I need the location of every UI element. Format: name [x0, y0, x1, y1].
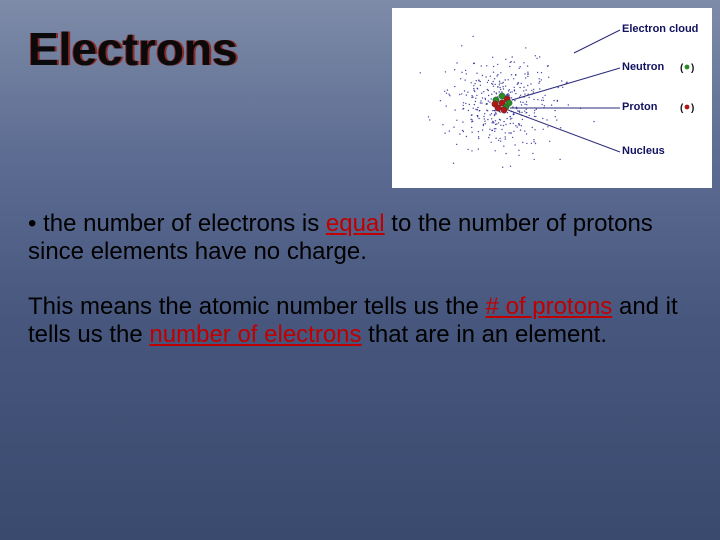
paragraph-1: • the number of electrons is equal to th…: [28, 210, 692, 265]
p1-seg1: the number of electrons is: [43, 210, 326, 237]
svg-text:Electron cloud: Electron cloud: [622, 23, 698, 35]
p2-seg3: that are in an element.: [362, 321, 607, 348]
svg-text:Neutron: Neutron: [622, 61, 664, 73]
bullet: •: [28, 210, 43, 237]
svg-text:(: (: [680, 63, 684, 74]
svg-text:): ): [691, 63, 694, 74]
svg-text:(: (: [680, 103, 684, 114]
svg-text:Nucleus: Nucleus: [622, 145, 665, 157]
slide-body: • the number of electrons is equal to th…: [28, 210, 692, 348]
p2-seg1: This means the atomic number tells us th…: [28, 293, 486, 320]
p1-equal: equal: [326, 210, 385, 237]
svg-text:Proton: Proton: [622, 101, 658, 113]
atom-diagram: Electron cloud Neutron () Proton () Nucleus: [392, 8, 712, 188]
slide-title: Electrons: [28, 22, 238, 76]
paragraph-2: This means the atomic number tells us th…: [28, 293, 692, 348]
p2-num-electrons: number of electrons: [149, 321, 361, 348]
p2-hash-protons: # of protons: [486, 293, 613, 320]
svg-text:): ): [691, 103, 694, 114]
